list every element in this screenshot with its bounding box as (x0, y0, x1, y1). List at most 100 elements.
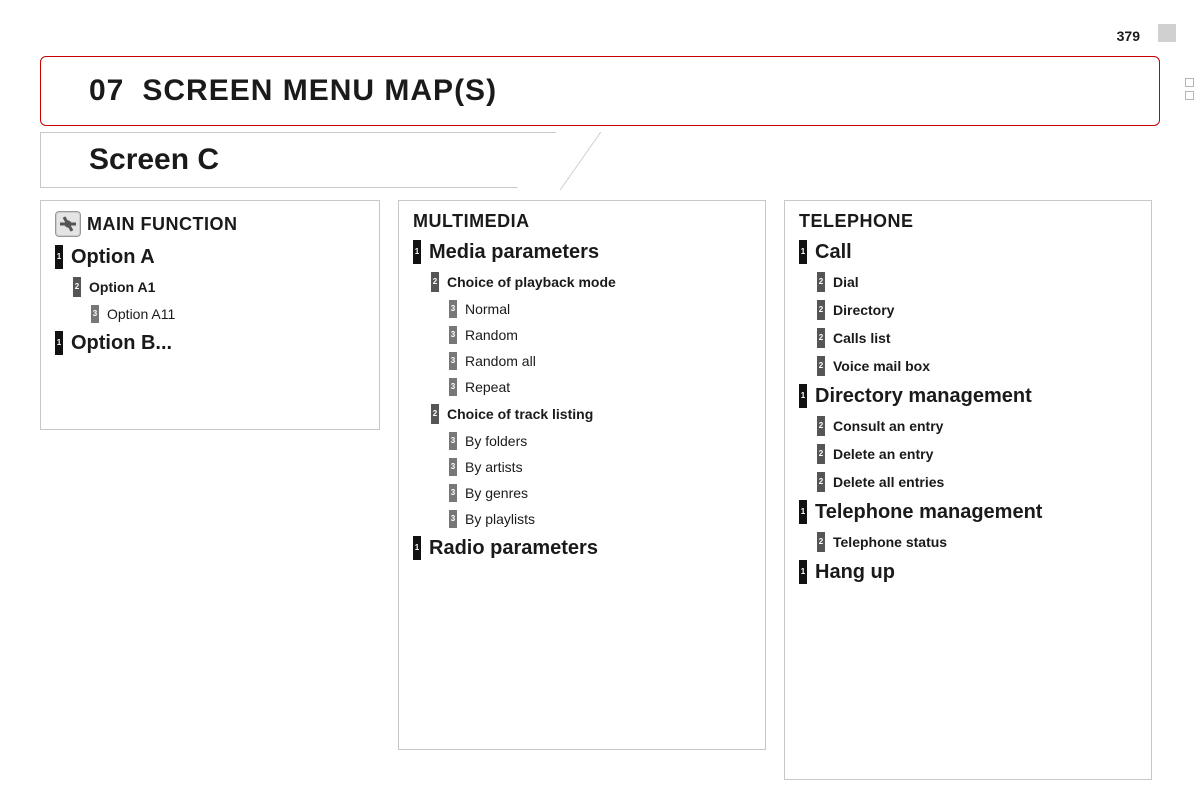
menu-item: 3 By playlists (449, 510, 753, 528)
menu-item: 2 Choice of track listing (431, 404, 753, 424)
menu-item-label: Choice of playback mode (447, 274, 616, 291)
section-title: SCREEN MENU MAP(S) (142, 74, 497, 108)
level-badge: 2 (431, 272, 441, 292)
level-badge: 1 (55, 245, 65, 269)
level-badge: 2 (817, 444, 827, 464)
menu-item: 3 Random (449, 326, 753, 344)
menu-item-label: Voice mail box (833, 358, 930, 375)
level-badge: 2 (817, 356, 827, 376)
menu-item-label: Directory management (815, 384, 1032, 408)
menu-item: 2 Delete all entries (817, 472, 1139, 492)
menu-item: 2 Dial (817, 272, 1139, 292)
menu-item-label: Radio parameters (429, 536, 598, 560)
menu-item: 2Consult an entry (817, 416, 1139, 436)
level-badge: 2 (817, 328, 827, 348)
level-badge: 1 (799, 240, 809, 264)
level-badge: 3 (449, 352, 459, 370)
menu-item-label: Call (815, 240, 852, 264)
level-badge: 2 (817, 272, 827, 292)
level-badge: 1 (799, 560, 809, 584)
menu-item: 1Media parameters (413, 240, 753, 264)
level-badge: 2 (817, 472, 827, 492)
menu-item: 1Directory management (799, 384, 1139, 408)
column-title: MAIN FUNCTION (87, 214, 237, 235)
screen-tab-label: Screen C (89, 143, 219, 177)
menu-item-label: Option A11 (107, 306, 175, 323)
menu-item-label: Directory (833, 302, 894, 319)
section-number: 07 (89, 74, 124, 108)
menu-item-label: Telephone status (833, 534, 947, 551)
column-title: TELEPHONE (799, 211, 914, 232)
menu-item-label: By artists (465, 459, 523, 476)
column-header: MAIN FUNCTION (55, 211, 367, 237)
level-badge: 3 (91, 305, 101, 323)
menu-item-label: Telephone management (815, 500, 1042, 524)
column: MAIN FUNCTION1Option A2Option A13Option … (40, 200, 380, 430)
menu-item: 1Option B... (55, 331, 367, 355)
menu-item: 2 Delete an entry (817, 444, 1139, 464)
menu-item-label: By folders (465, 433, 527, 450)
menu-item-label: Hang up (815, 560, 895, 584)
menu-item-label: Option A1 (89, 279, 155, 296)
level-badge: 3 (449, 458, 459, 476)
side-decoration (1185, 78, 1194, 100)
menu-item: 3 Random all (449, 352, 753, 370)
gear-icon (55, 211, 81, 237)
menu-item: 3By folders (449, 432, 753, 450)
column-title: MULTIMEDIA (413, 211, 530, 232)
level-badge: 2 (817, 532, 827, 552)
menu-item-label: By genres (465, 485, 528, 502)
level-badge: 1 (413, 536, 423, 560)
section-header: 07 SCREEN MENU MAP(S) (40, 56, 1160, 126)
column: TELEPHONE1Call2Dial2Directory2Calls list… (784, 200, 1152, 780)
corner-decoration (1158, 24, 1176, 42)
level-badge: 1 (799, 384, 809, 408)
column-header: MULTIMEDIA (413, 211, 753, 232)
menu-item-label: By playlists (465, 511, 535, 528)
menu-item-label: Random all (465, 353, 536, 370)
page-number: 379 (1117, 28, 1140, 44)
menu-item: 1Call (799, 240, 1139, 264)
menu-item: 1Radio parameters (413, 536, 753, 560)
menu-item: 3 Option A11 (91, 305, 367, 323)
level-badge: 2 (817, 300, 827, 320)
menu-item: 1Telephone management (799, 500, 1139, 524)
column-header: TELEPHONE (799, 211, 1139, 232)
menu-item-label: Consult an entry (833, 418, 943, 435)
level-badge: 3 (449, 300, 459, 318)
menu-item-label: Normal (465, 301, 510, 318)
menu-item-label: Option A (71, 245, 155, 269)
level-badge: 1 (55, 331, 65, 355)
menu-item: 2 Calls list (817, 328, 1139, 348)
menu-item: 2 Choice of playback mode (431, 272, 753, 292)
level-badge: 2 (73, 277, 83, 297)
menu-item: 2 Option A1 (73, 277, 367, 297)
menu-item: 3 Normal (449, 300, 753, 318)
level-badge: 3 (449, 378, 459, 396)
columns-container: MAIN FUNCTION1Option A2Option A13Option … (40, 200, 1160, 780)
menu-item: 3 Repeat (449, 378, 753, 396)
menu-item-label: Repeat (465, 379, 510, 396)
menu-item: 3 By genres (449, 484, 753, 502)
menu-item-label: Option B... (71, 331, 172, 355)
level-badge: 1 (413, 240, 423, 264)
menu-item-label: Delete all entries (833, 474, 944, 491)
level-badge: 3 (449, 484, 459, 502)
screen-tab: Screen C (40, 132, 560, 188)
level-badge: 3 (449, 510, 459, 528)
menu-item: 2 Telephone status (817, 532, 1139, 552)
level-badge: 3 (449, 326, 459, 344)
menu-item-label: Media parameters (429, 240, 599, 264)
menu-item: 3 By artists (449, 458, 753, 476)
menu-item: 2 Voice mail box (817, 356, 1139, 376)
menu-item-label: Delete an entry (833, 446, 933, 463)
level-badge: 2 (431, 404, 441, 424)
menu-item: 1Hang up (799, 560, 1139, 584)
menu-item-label: Dial (833, 274, 859, 291)
menu-item: 2 Directory (817, 300, 1139, 320)
menu-item-label: Random (465, 327, 518, 344)
menu-item-label: Calls list (833, 330, 891, 347)
column: MULTIMEDIA1Media parameters2Choice of pl… (398, 200, 766, 750)
menu-item-label: Choice of track listing (447, 406, 593, 423)
level-badge: 1 (799, 500, 809, 524)
